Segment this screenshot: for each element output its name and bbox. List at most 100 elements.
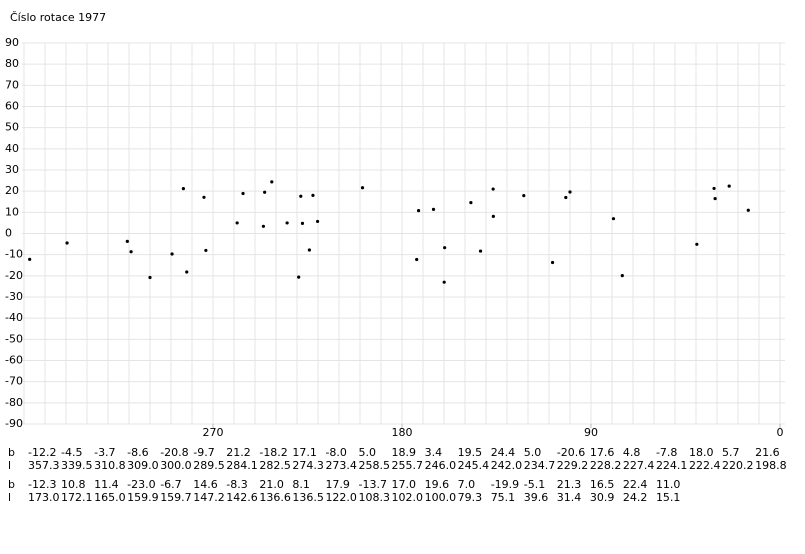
point <box>307 248 311 252</box>
b-value: 5.7 <box>722 446 740 459</box>
x-tick-label: 0 <box>777 426 784 439</box>
l-value: 222.4 <box>689 459 721 472</box>
point <box>28 257 32 261</box>
b-value: -18.2 <box>259 446 287 459</box>
b-value: 5.0 <box>524 446 542 459</box>
b-value: -4.5 <box>61 446 82 459</box>
point <box>315 219 320 224</box>
point <box>360 186 365 190</box>
point <box>550 260 555 265</box>
point <box>469 200 473 205</box>
point <box>235 221 239 225</box>
l-value: 242.0 <box>491 459 523 472</box>
point <box>170 252 174 256</box>
b-value: 14.6 <box>193 478 218 491</box>
l-value: 255.7 <box>392 459 424 472</box>
point <box>241 191 245 196</box>
b-value: 7.0 <box>458 478 476 491</box>
y-tick-label: 80 <box>5 57 19 70</box>
y-tick-label: 20 <box>5 184 19 197</box>
point <box>285 221 289 225</box>
b-value: -12.2 <box>28 446 56 459</box>
b-value: -8.0 <box>325 446 346 459</box>
b-value: 17.9 <box>325 478 350 491</box>
b-value: 18.0 <box>689 446 714 459</box>
point <box>202 195 206 199</box>
point <box>568 190 572 194</box>
b-value: -9.7 <box>193 446 214 459</box>
b-value: 17.1 <box>292 446 317 459</box>
point <box>442 280 446 284</box>
point <box>431 207 436 211</box>
point <box>611 217 616 221</box>
b-value: -5.1 <box>524 478 545 491</box>
l-value: 122.0 <box>325 491 357 504</box>
y-tick-label: -30 <box>5 290 23 303</box>
b-value: -6.7 <box>160 478 181 491</box>
l-value: 159.9 <box>127 491 158 504</box>
b-value: 5.0 <box>359 446 377 459</box>
point <box>181 187 185 191</box>
point <box>564 195 568 200</box>
l-value: 246.0 <box>425 459 457 472</box>
point <box>620 274 624 278</box>
point <box>148 275 152 280</box>
b-value: 21.3 <box>557 478 582 491</box>
y-tick-label: -80 <box>5 396 23 409</box>
l-value: 108.3 <box>359 491 391 504</box>
point <box>299 194 303 198</box>
y-tick-label: -50 <box>5 332 23 345</box>
l-value: 357.3 <box>28 459 60 472</box>
l-value: 220.2 <box>722 459 754 472</box>
l-value: 282.5 <box>259 459 291 472</box>
l-value: 227.4 <box>623 459 655 472</box>
y-tick-label: 90 <box>5 36 19 49</box>
point <box>491 187 495 191</box>
x-tick-label: 90 <box>584 426 598 439</box>
l-value: 159.7 <box>160 491 192 504</box>
point <box>727 184 731 188</box>
point <box>300 221 305 225</box>
l-value: 172.1 <box>61 491 93 504</box>
point <box>491 214 495 218</box>
l-value: 234.7 <box>524 459 556 472</box>
b-value: -8.6 <box>127 446 148 459</box>
y-tick-label: -70 <box>5 375 23 388</box>
y-tick-label: -60 <box>5 354 23 367</box>
l-value: 31.4 <box>557 491 582 504</box>
y-tick-label: 70 <box>5 78 19 91</box>
l-value: 173.0 <box>28 491 60 504</box>
b-value: 21.2 <box>226 446 251 459</box>
b-value: 21.6 <box>755 446 780 459</box>
l-value: 75.1 <box>491 491 516 504</box>
point <box>125 239 129 243</box>
l-value: 274.3 <box>292 459 324 472</box>
y-tick-label: 0 <box>5 227 12 240</box>
row-label: l <box>8 491 11 504</box>
b-value: 19.6 <box>425 478 450 491</box>
y-tick-label: 30 <box>5 163 19 176</box>
b-value: 17.0 <box>392 478 417 491</box>
y-tick-label: 40 <box>5 142 19 155</box>
b-value: -13.7 <box>359 478 387 491</box>
point <box>695 242 699 246</box>
b-value: 18.9 <box>392 446 417 459</box>
b-value: 22.4 <box>623 478 648 491</box>
y-tick-label: 60 <box>5 100 19 113</box>
y-tick-label: 10 <box>5 205 19 218</box>
point <box>129 250 133 254</box>
l-value: 228.2 <box>590 459 622 472</box>
l-value: 142.6 <box>226 491 257 504</box>
point <box>416 209 421 213</box>
l-value: 39.6 <box>524 491 549 504</box>
point <box>713 196 717 201</box>
point <box>263 190 267 194</box>
l-value: 102.0 <box>392 491 424 504</box>
l-value: 229.2 <box>557 459 589 472</box>
point <box>712 186 716 191</box>
l-value: 79.3 <box>458 491 483 504</box>
l-value: 258.5 <box>359 459 391 472</box>
point <box>311 193 315 197</box>
b-value: -20.8 <box>160 446 188 459</box>
b-value: 8.1 <box>292 478 310 491</box>
